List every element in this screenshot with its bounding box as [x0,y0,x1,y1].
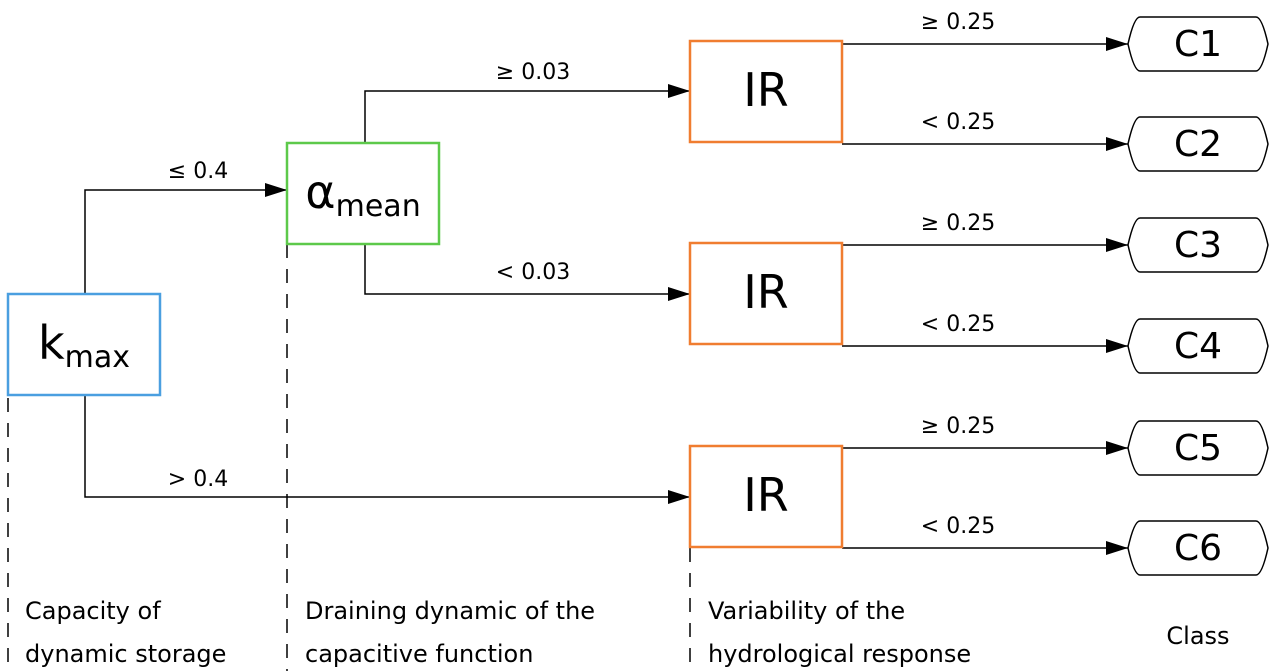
node-label: IR [743,63,789,117]
node-label: IR [743,265,789,319]
edge-label: > 0.4 [168,467,228,492]
class-label: C4 [1174,326,1222,367]
decision-node [688,444,844,549]
class-node [1127,217,1269,273]
class-node [1127,420,1269,476]
decision-node [285,141,441,246]
node-symbol: IR [743,265,789,319]
node-label: kmax [38,316,130,375]
level-caption: Capacity of [25,597,161,625]
edge-arrow [364,84,690,143]
level-caption: hydrological response [708,640,971,668]
edge-label: < 0.25 [921,514,995,539]
class-label: C1 [1174,24,1222,65]
class-label: C3 [1174,225,1222,266]
node-label: αmean [305,165,420,224]
edge-arrow [84,396,690,504]
decision-node [6,292,162,397]
decision-node [688,241,844,346]
node-symbol: IR [743,468,789,522]
node-label: IR [743,468,789,522]
edge-arrow [364,243,690,301]
node-symbol: α [305,165,335,219]
class-node [1127,520,1269,576]
edge-label: ≤ 0.4 [168,159,228,184]
level-caption: Class [1166,622,1229,650]
class-node [1127,318,1269,374]
edge-label: ≥ 0.03 [496,60,570,85]
class-node [1127,116,1269,172]
edge-label: ≥ 0.25 [921,211,995,236]
decision-node [688,39,844,144]
node-subscript: mean [336,189,421,224]
edge-label: < 0.03 [496,260,570,285]
class-label: C2 [1174,124,1222,165]
edge-label: < 0.25 [921,312,995,337]
node-subscript: max [65,340,130,375]
edge-label: < 0.25 [921,110,995,135]
class-label: C5 [1174,428,1222,469]
node-symbol: IR [743,63,789,117]
node-symbol: k [38,316,65,370]
edge-label: ≥ 0.25 [921,414,995,439]
level-caption: dynamic storage [25,640,226,668]
class-node [1127,16,1269,72]
edge-label: ≥ 0.25 [921,10,995,35]
class-label: C6 [1174,528,1222,569]
edge-arrow [84,183,287,294]
level-caption: Variability of the [708,597,905,625]
level-caption: capacitive function [305,640,533,668]
level-caption: Draining dynamic of the [305,597,595,625]
